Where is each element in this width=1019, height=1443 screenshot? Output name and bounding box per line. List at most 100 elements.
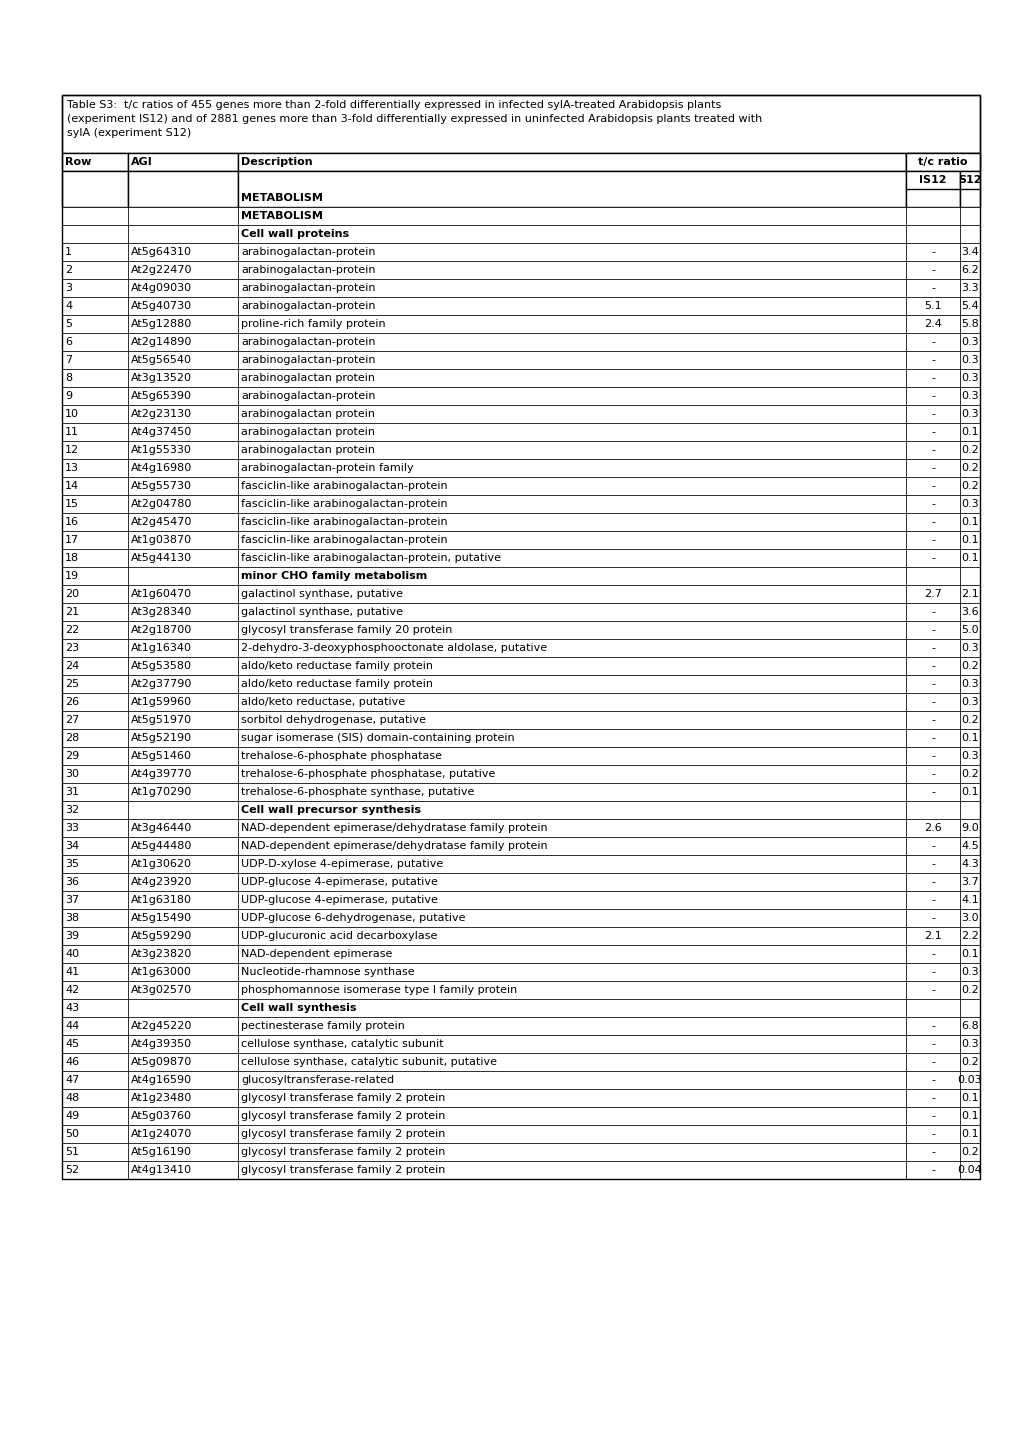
Text: arabinogalactan-protein: arabinogalactan-protein	[240, 391, 375, 401]
Bar	[237, 153, 905, 172]
Text: 1: 1	[65, 247, 72, 257]
Bar	[62, 657, 127, 675]
Bar	[959, 1126, 979, 1143]
Text: trehalose-6-phosphate synthase, putative: trehalose-6-phosphate synthase, putative	[240, 786, 474, 797]
Bar	[62, 333, 127, 351]
Text: 0.3: 0.3	[960, 680, 978, 688]
Text: minor CHO family metabolism: minor CHO family metabolism	[240, 571, 427, 582]
Bar	[237, 639, 905, 657]
Text: -: -	[930, 391, 934, 401]
Bar	[127, 297, 237, 315]
Text: 25: 25	[65, 680, 79, 688]
Text: -: -	[930, 1128, 934, 1139]
Bar	[959, 333, 979, 351]
Text: 3.4: 3.4	[960, 247, 978, 257]
Bar	[62, 514, 127, 531]
Bar	[127, 1053, 237, 1071]
Bar	[62, 711, 127, 729]
Bar	[62, 387, 127, 405]
Text: 19: 19	[65, 571, 79, 582]
Text: 32: 32	[65, 805, 79, 815]
Bar	[127, 153, 237, 172]
Text: -: -	[930, 949, 934, 960]
Text: At3g28340: At3g28340	[130, 608, 192, 618]
Bar	[237, 261, 905, 278]
Text: NAD-dependent epimerase/dehydratase family protein: NAD-dependent epimerase/dehydratase fami…	[240, 841, 547, 851]
Text: -: -	[930, 338, 934, 346]
Text: 30: 30	[65, 769, 78, 779]
Bar	[959, 584, 979, 603]
Bar	[237, 747, 905, 765]
Bar	[237, 478, 905, 495]
Text: 5: 5	[65, 319, 72, 329]
Bar	[237, 711, 905, 729]
Bar	[237, 297, 905, 315]
Bar	[959, 405, 979, 423]
Bar	[905, 693, 959, 711]
Bar	[905, 784, 959, 801]
Bar	[237, 206, 905, 225]
Text: 38: 38	[65, 913, 79, 924]
Bar	[127, 584, 237, 603]
Text: At5g56540: At5g56540	[130, 355, 192, 365]
Bar	[237, 387, 905, 405]
Bar	[959, 820, 979, 837]
Bar	[959, 478, 979, 495]
Text: 4.3: 4.3	[960, 859, 978, 869]
Bar	[62, 837, 127, 856]
Bar	[62, 95, 979, 1179]
Text: 5.8: 5.8	[960, 319, 978, 329]
Text: -: -	[930, 517, 934, 527]
Text: UDP-glucose 4-epimerase, putative: UDP-glucose 4-epimerase, putative	[240, 895, 437, 905]
Text: UDP-D-xylose 4-epimerase, putative: UDP-D-xylose 4-epimerase, putative	[240, 859, 443, 869]
Text: 3.6: 3.6	[960, 608, 978, 618]
Bar	[959, 926, 979, 945]
Bar	[127, 1017, 237, 1035]
Text: 0.3: 0.3	[960, 372, 978, 382]
Bar	[62, 495, 127, 514]
Text: At4g39770: At4g39770	[130, 769, 193, 779]
Bar	[237, 369, 905, 387]
Text: 0.3: 0.3	[960, 338, 978, 346]
Text: 0.3: 0.3	[960, 644, 978, 654]
Text: glycosyl transferase family 2 protein: glycosyl transferase family 2 protein	[240, 1092, 445, 1102]
Text: 0.2: 0.2	[960, 661, 978, 671]
Bar	[127, 315, 237, 333]
Text: 4.1: 4.1	[960, 895, 978, 905]
Bar	[959, 873, 979, 890]
Text: -: -	[930, 786, 934, 797]
Bar	[237, 693, 905, 711]
Bar	[905, 514, 959, 531]
Text: fasciclin-like arabinogalactan-protein: fasciclin-like arabinogalactan-protein	[240, 499, 447, 509]
Text: arabinogalactan-protein family: arabinogalactan-protein family	[240, 463, 414, 473]
Text: At4g16980: At4g16980	[130, 463, 192, 473]
Bar	[237, 820, 905, 837]
Text: 9: 9	[65, 391, 72, 401]
Text: 5.4: 5.4	[960, 302, 978, 312]
Text: arabinogalactan-protein: arabinogalactan-protein	[240, 266, 375, 276]
Text: At2g23130: At2g23130	[130, 408, 192, 418]
Text: 21: 21	[65, 608, 79, 618]
Text: -: -	[930, 733, 934, 743]
Text: At2g04780: At2g04780	[130, 499, 193, 509]
Bar	[905, 442, 959, 459]
Text: At2g22470: At2g22470	[130, 266, 193, 276]
Text: Row: Row	[65, 157, 92, 167]
Text: 0.2: 0.2	[960, 463, 978, 473]
Bar	[127, 820, 237, 837]
Text: Description: Description	[240, 157, 312, 167]
Bar	[62, 1089, 127, 1107]
Bar	[237, 962, 905, 981]
Text: At1g24070: At1g24070	[130, 1128, 192, 1139]
Bar	[237, 926, 905, 945]
Text: 0.2: 0.2	[960, 481, 978, 491]
Text: aldo/keto reductase family protein: aldo/keto reductase family protein	[240, 680, 433, 688]
Text: -: -	[930, 986, 934, 996]
Text: -: -	[930, 967, 934, 977]
Bar	[237, 981, 905, 999]
Bar	[237, 405, 905, 423]
Text: 26: 26	[65, 697, 79, 707]
Bar	[905, 1053, 959, 1071]
Bar	[62, 172, 127, 206]
Bar	[905, 548, 959, 567]
